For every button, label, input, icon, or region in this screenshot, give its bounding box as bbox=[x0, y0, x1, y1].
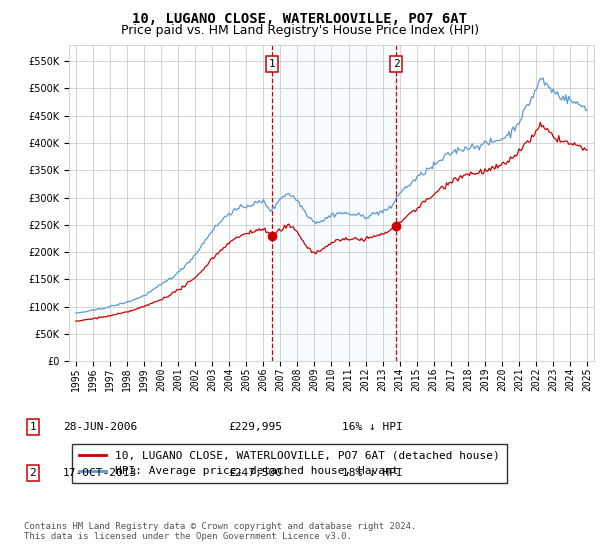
Text: 2: 2 bbox=[29, 468, 37, 478]
Text: 1: 1 bbox=[29, 422, 37, 432]
Text: 18% ↓ HPI: 18% ↓ HPI bbox=[342, 468, 403, 478]
Text: 16% ↓ HPI: 16% ↓ HPI bbox=[342, 422, 403, 432]
Text: £229,995: £229,995 bbox=[228, 422, 282, 432]
Text: Contains HM Land Registry data © Crown copyright and database right 2024.
This d: Contains HM Land Registry data © Crown c… bbox=[24, 522, 416, 542]
Text: 2: 2 bbox=[393, 59, 400, 69]
Text: 1: 1 bbox=[268, 59, 275, 69]
Legend: 10, LUGANO CLOSE, WATERLOOVILLE, PO7 6AT (detached house), HPI: Average price, d: 10, LUGANO CLOSE, WATERLOOVILLE, PO7 6AT… bbox=[72, 444, 506, 483]
Text: 17-OCT-2013: 17-OCT-2013 bbox=[63, 468, 137, 478]
Text: Price paid vs. HM Land Registry's House Price Index (HPI): Price paid vs. HM Land Registry's House … bbox=[121, 24, 479, 37]
Text: 28-JUN-2006: 28-JUN-2006 bbox=[63, 422, 137, 432]
Text: £247,500: £247,500 bbox=[228, 468, 282, 478]
Bar bbox=[272, 45, 396, 361]
Text: 10, LUGANO CLOSE, WATERLOOVILLE, PO7 6AT: 10, LUGANO CLOSE, WATERLOOVILLE, PO7 6AT bbox=[133, 12, 467, 26]
